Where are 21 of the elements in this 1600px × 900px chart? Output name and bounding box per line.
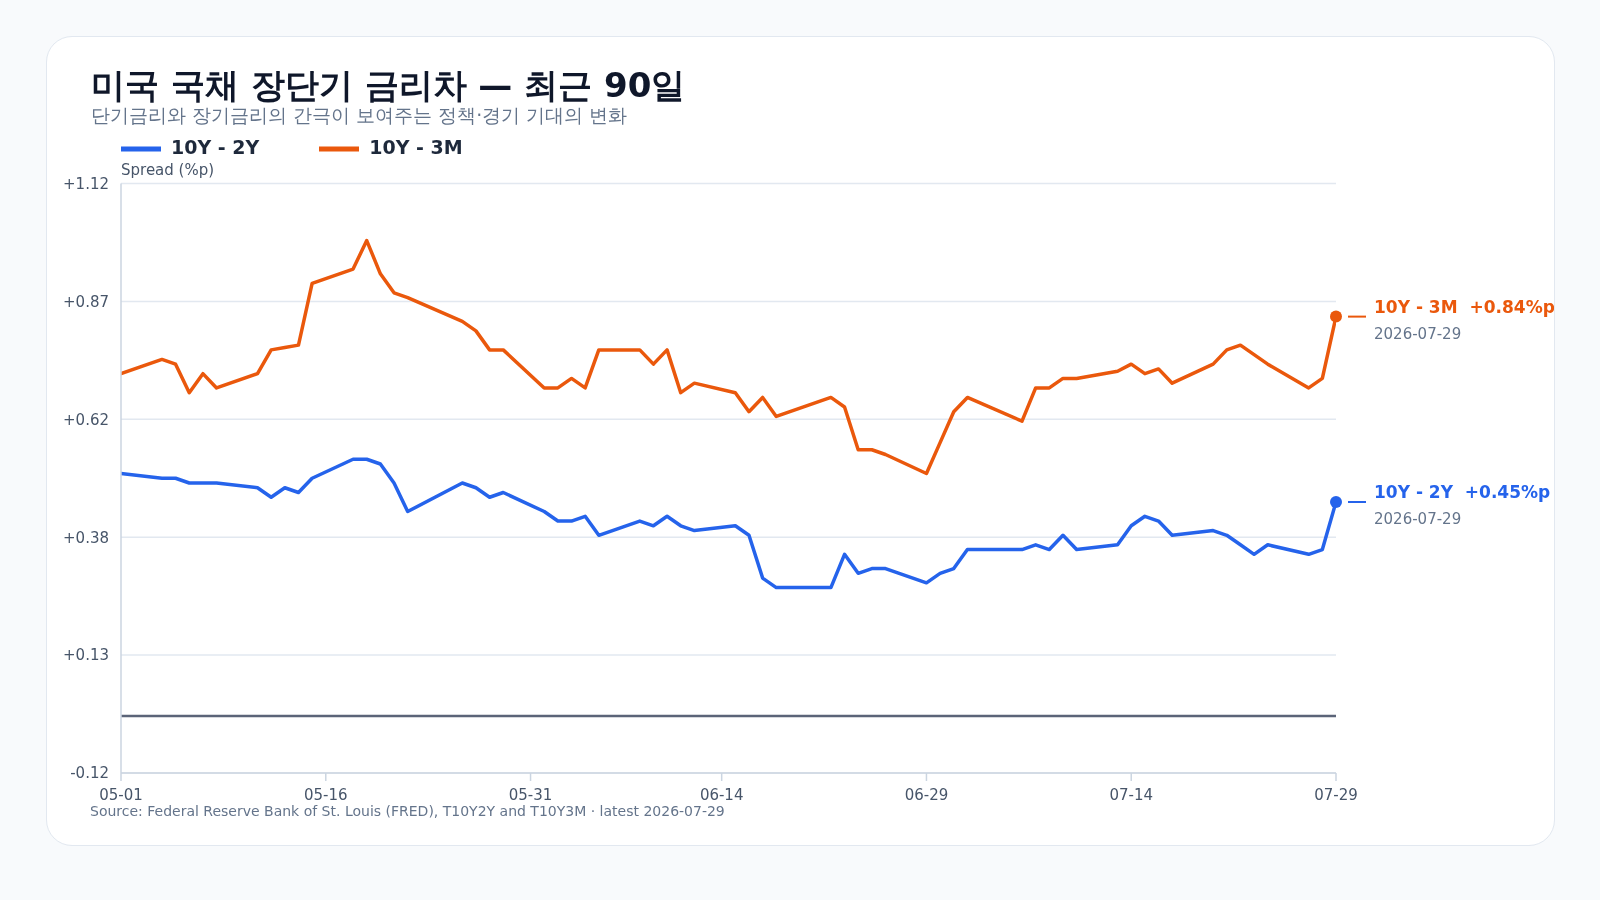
- x-tick-label: 05-16: [303, 785, 348, 804]
- y-axis-title: Spread (%p): [121, 161, 215, 179]
- y-tick-label: +1.12: [63, 174, 109, 193]
- y-tick-label: -0.12: [70, 764, 109, 783]
- annotation: 2026-07-29: [1374, 324, 1462, 343]
- y-tick-label: +0.13: [63, 646, 109, 665]
- legend-label: 10Y - 2Y: [171, 136, 260, 158]
- x-tick-label: 05-31: [508, 785, 553, 804]
- x-tick-label: 05-01: [99, 785, 143, 804]
- annotation: 10Y - 3M +0.84%p: [1374, 296, 1555, 317]
- x-tick-label: 06-29: [904, 785, 949, 804]
- x-tick-label: 07-14: [1109, 785, 1154, 804]
- annotation: 2026-07-29: [1374, 510, 1462, 529]
- annotation: 10Y - 2Y +0.45%p: [1374, 482, 1551, 503]
- x-tick-label: 06-14: [699, 785, 744, 804]
- x-tick-label: 07-29: [1314, 785, 1358, 804]
- y-tick-label: +0.62: [63, 410, 109, 429]
- legend-label: 10Y - 3M: [369, 136, 463, 158]
- y-tick-label: +0.87: [63, 292, 109, 311]
- y-tick-label: +0.38: [63, 528, 109, 547]
- source-note: Source: Federal Reserve Bank of St. Louis (FRED), T10Y2Y and T10Y3M · latest 2026-07-29: [90, 803, 725, 819]
